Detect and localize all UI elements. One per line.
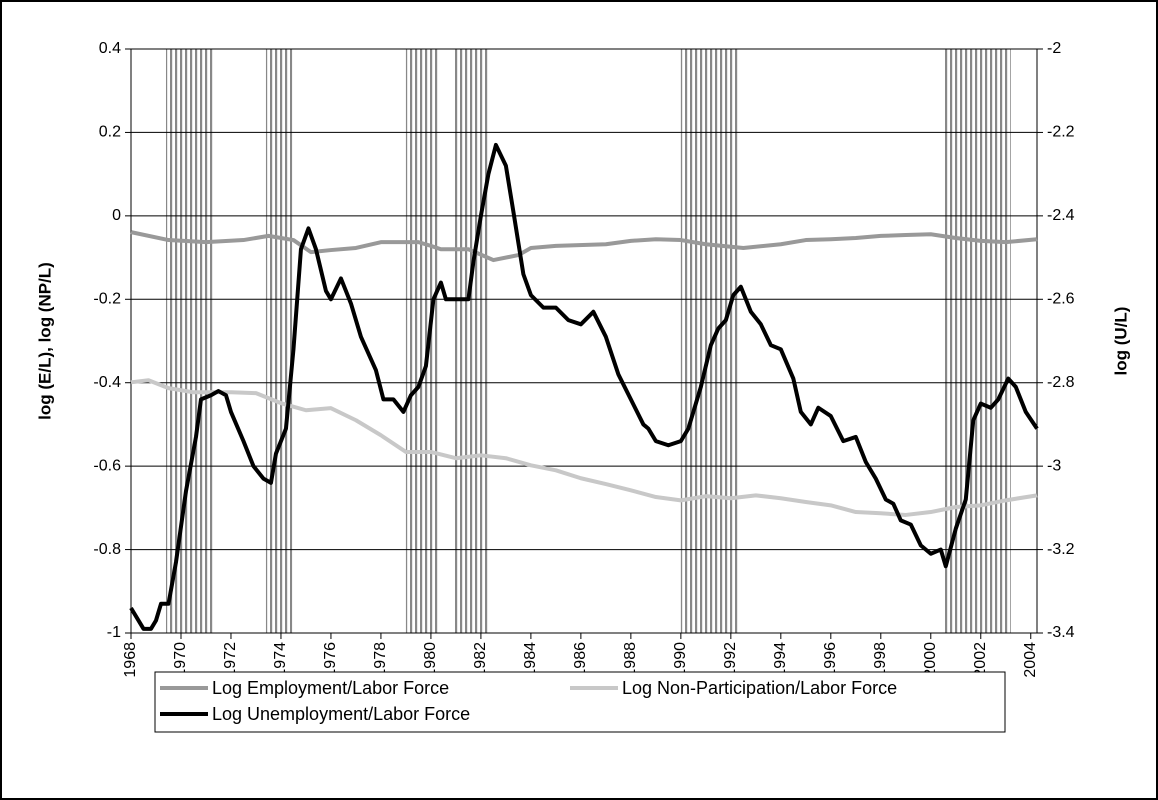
y2-tick-label: -2.6 (1047, 291, 1075, 308)
y2-tick-label: -2.8 (1047, 374, 1075, 391)
y2-tick-label: -2.4 (1047, 207, 1075, 224)
x-tick-label: 1968 (122, 642, 139, 678)
x-tick-label: 1974 (272, 642, 289, 678)
series-line (129, 142, 1039, 631)
y2-tick-label: -2.2 (1047, 124, 1075, 141)
shaded-period (265, 49, 293, 633)
legend-label: Log Non-Participation/Labor Force (622, 678, 897, 698)
x-tick-label: 1976 (322, 642, 339, 678)
y-tick-label: 0.2 (99, 124, 121, 141)
x-tick-label: 1996 (822, 642, 839, 678)
x-tick-label: 1984 (522, 642, 539, 678)
y-tick-label: -1 (107, 624, 121, 641)
x-tick-label: 1992 (722, 642, 739, 678)
shaded-period (680, 49, 739, 633)
y2-tick-label: -3.2 (1047, 541, 1075, 558)
shaded-period (165, 49, 214, 633)
series-line (130, 378, 1038, 517)
x-tick-label: 1970 (172, 642, 189, 678)
y2-tick-label: -2 (1047, 40, 1061, 57)
series-line (130, 230, 1038, 263)
y-tick-label: -0.4 (93, 374, 121, 391)
x-tick-label: 1998 (872, 642, 889, 678)
y-tick-label: -0.8 (93, 541, 121, 558)
x-tick-label: 1972 (222, 642, 239, 678)
x-tick-label: 1994 (772, 642, 789, 678)
y-tick-label: 0.4 (99, 40, 121, 57)
legend-label: Log Unemployment/Labor Force (212, 704, 470, 724)
x-tick-label: 1982 (472, 642, 489, 678)
x-tick-label: 2002 (972, 642, 989, 678)
legend-label: Log Employment/Labor Force (212, 678, 449, 698)
x-tick-label: 1988 (622, 642, 639, 678)
y-tick-label: 0 (112, 207, 121, 224)
x-tick-label: 1980 (422, 642, 439, 678)
y2-axis-title: log (U/L) (1111, 307, 1130, 376)
legend (154, 671, 1006, 733)
shaded-period (453, 49, 489, 633)
y-axis-title: log (E/L), log (NP/L) (35, 262, 54, 420)
shaded-period (405, 49, 439, 633)
y-tick-label: -0.6 (93, 457, 121, 474)
x-tick-label: 2004 (1022, 642, 1039, 678)
x-tick-label: 1990 (672, 642, 689, 678)
y-tick-label: -0.2 (93, 291, 121, 308)
y2-tick-label: -3.4 (1047, 624, 1075, 641)
x-tick-label: 1986 (572, 642, 589, 678)
y2-tick-label: -3 (1047, 457, 1061, 474)
plot-border (130, 48, 1038, 634)
x-tick-label: 1978 (372, 642, 389, 678)
x-tick-label: 2000 (922, 642, 939, 678)
